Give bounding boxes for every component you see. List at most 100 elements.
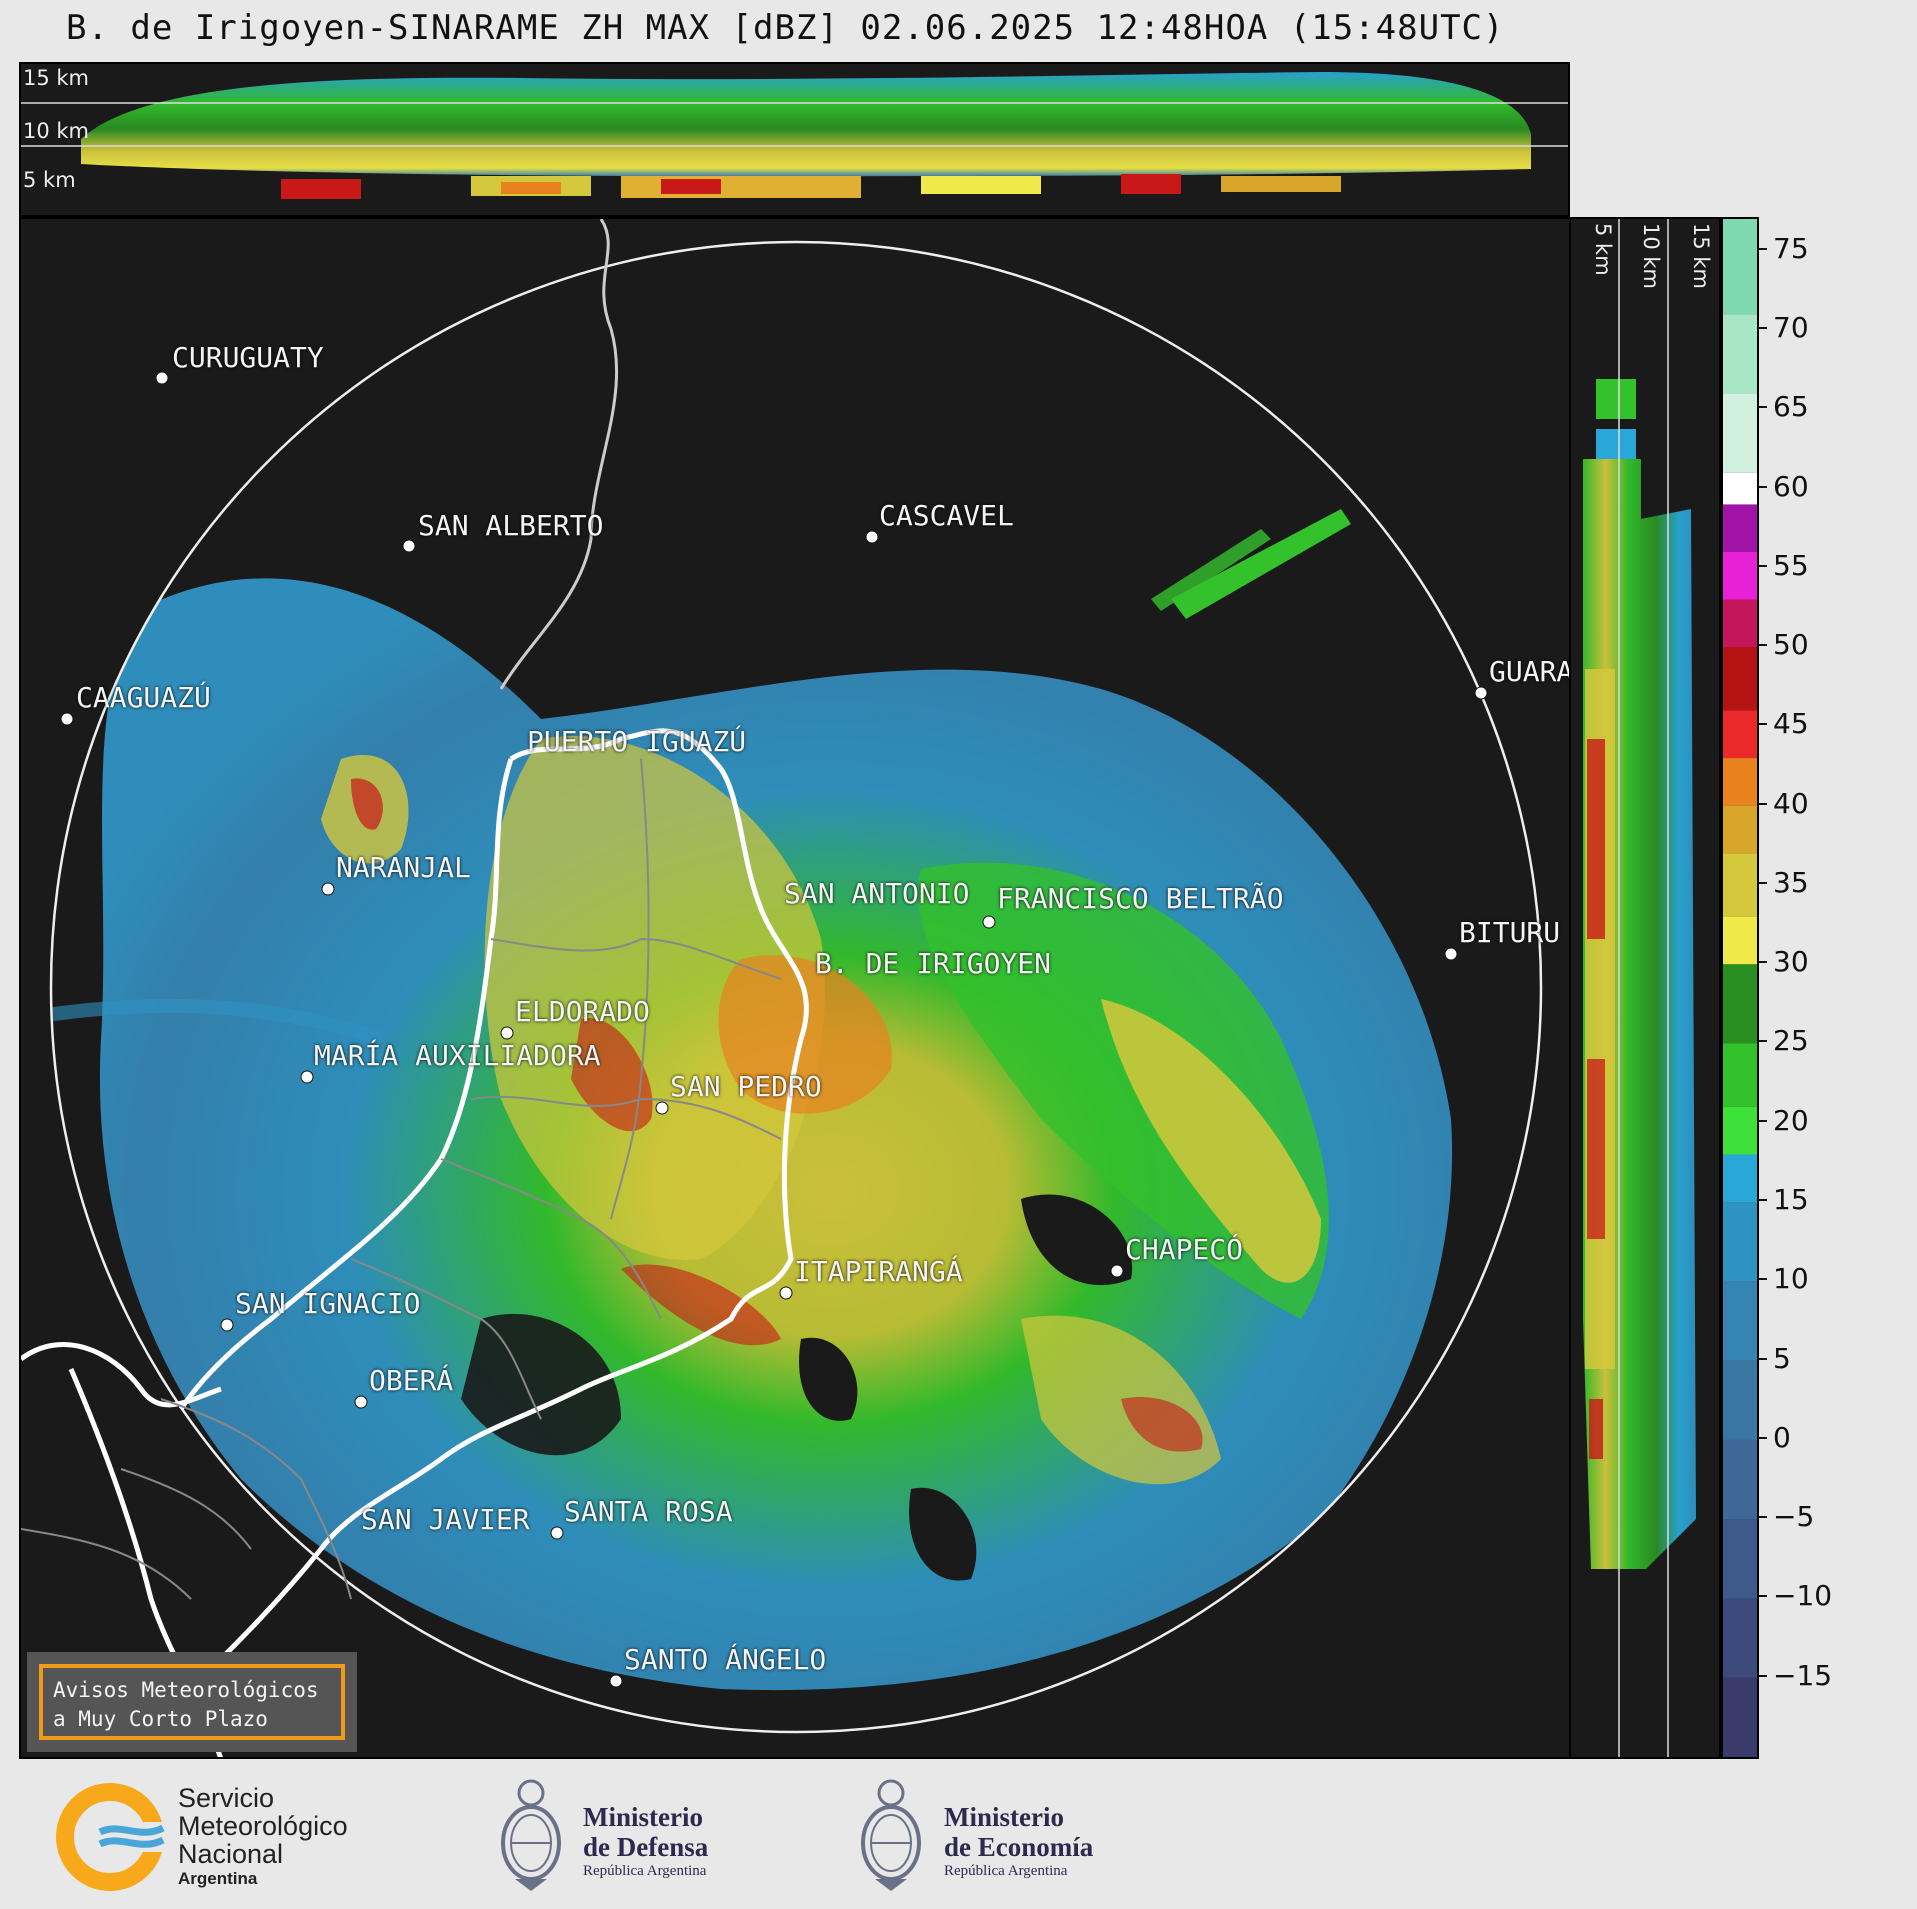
colorbar-segment: [1723, 710, 1757, 759]
alt-label-10km: 10 km: [23, 119, 90, 143]
colorbar-tick-label: 20: [1773, 1103, 1809, 1137]
colorbar-tick-label: 25: [1773, 1024, 1809, 1058]
colorbar-segment: [1723, 219, 1757, 315]
colorbar-tick-mark: [1759, 1119, 1767, 1122]
right-alt-label-15km: 15 km: [1689, 223, 1713, 290]
radar-range-ring: [49, 240, 1543, 1734]
economia-text: Ministerio de Economía República Argenti…: [944, 1802, 1093, 1880]
right-cross-section-svg: [1583, 219, 1696, 1757]
colorbar-tick-label: 50: [1773, 628, 1809, 662]
colorbar-tick-label: 70: [1773, 310, 1809, 344]
city-label-caaguazu: CAAGUAZÚ: [76, 681, 211, 714]
colorbar-tick-mark: [1759, 485, 1767, 488]
defensa-coat-of-arms: [495, 1775, 567, 1899]
colorbar-tick-mark: [1759, 1674, 1767, 1677]
colorbar-tick-mark: [1759, 723, 1767, 726]
colorbar-segment: [1723, 1043, 1757, 1107]
colorbar-tick-label: 45: [1773, 707, 1809, 741]
colorbar-segment: [1723, 1281, 1757, 1361]
colorbar-segment: [1723, 1439, 1757, 1520]
city-label-bituru: BITURU: [1459, 916, 1561, 949]
alt-label-15km: 15 km: [23, 66, 90, 90]
coat-of-arms-icon: [861, 1779, 921, 1891]
colorbar-tick-mark: [1759, 644, 1767, 647]
colorbar-tick-mark: [1759, 1595, 1767, 1598]
smn-line-2: Meteorológico: [178, 1811, 348, 1841]
right-alt-label-5km: 5 km: [1591, 223, 1615, 276]
city-label-obera: OBERÁ: [369, 1364, 454, 1397]
alt-label-5km: 5 km: [23, 168, 76, 192]
defensa-line-1: Ministerio: [583, 1802, 703, 1832]
colorbar-tick-mark: [1759, 1278, 1767, 1281]
colorbar-segment: [1723, 314, 1757, 394]
colorbar-segment: [1723, 393, 1757, 473]
economia-coat-of-arms: [855, 1775, 927, 1899]
colorbar-segment: [1723, 853, 1757, 917]
colorbar-tick-mark: [1759, 1436, 1767, 1439]
colorbar-segment: [1723, 916, 1757, 965]
alert-line-1: Avisos Meteorológicos: [53, 1678, 319, 1702]
colorbar-tick-mark: [1759, 881, 1767, 884]
right-alt-label-10km: 10 km: [1639, 223, 1663, 290]
top-reflectivity-cores: [281, 174, 1341, 199]
colorbar-tick-mark: [1759, 406, 1767, 409]
colorbar-segment: [1723, 1677, 1757, 1757]
city-label-san-alberto: SAN ALBERTO: [418, 509, 604, 542]
colorbar-tick-mark: [1759, 1516, 1767, 1519]
colorbar-segment: [1723, 504, 1757, 552]
colorbar-ticks: 75 70 65 60 55 50 45 40 35 30 25 20 15 10 5 0 −5 −10 −15: [1759, 217, 1909, 1759]
city-dots: [60, 371, 1488, 1688]
colorbar-tick-label: 30: [1773, 945, 1809, 979]
colorbar-tick-label: 15: [1773, 1183, 1809, 1217]
colorbar-tick-label: −5: [1773, 1500, 1815, 1534]
colorbar-tick-label: 5: [1773, 1341, 1791, 1375]
city-label-san-ignacio: SAN IGNACIO: [235, 1287, 421, 1320]
colorbar-segment: [1723, 1106, 1757, 1155]
economia-line-3: República Argentina: [944, 1863, 1068, 1879]
smn-text: Servicio Meteorológico Nacional Argentin…: [178, 1784, 348, 1890]
city-label-maria-auxiliadora: MARÍA AUXILIADORA: [314, 1039, 601, 1072]
defensa-text: Ministerio de Defensa República Argentin…: [583, 1802, 708, 1880]
colorbar-segment: [1723, 1360, 1757, 1440]
alert-box: Avisos Meteorológicos a Muy Corto Plazo: [27, 1652, 357, 1752]
colorbar-tick-label: 55: [1773, 548, 1809, 582]
map-title: B. de Irigoyen-SINARAME ZH MAX [dBZ] 02.…: [66, 8, 1505, 48]
colorbar-segment: [1723, 758, 1757, 806]
colorbar-segment: [1723, 1154, 1757, 1203]
colorbar-tick-label: −15: [1773, 1658, 1833, 1692]
top-cross-section-svg: [21, 72, 1568, 199]
smn-logo: [55, 1782, 173, 1896]
colorbar-segment: [1723, 551, 1757, 600]
colorbar-segment: [1723, 1202, 1757, 1282]
city-label-cascavel: CASCAVEL: [879, 499, 1014, 532]
colorbar-segment: [1723, 805, 1757, 854]
smn-logo-icon: [56, 1783, 173, 1891]
radar-map-svg: [21, 219, 1543, 1757]
smn-line-3: Nacional: [178, 1839, 284, 1869]
colorbar-tick-mark: [1759, 802, 1767, 805]
colorbar-segment: [1723, 472, 1757, 505]
city-label-san-antonio: SAN ANTONIO: [784, 877, 970, 910]
city-label-naranjal: NARANJAL: [336, 851, 471, 884]
city-label-eldorado: ELDORADO: [515, 995, 650, 1028]
city-label-francisco-beltrao: FRANCISCO BELTRÃO: [997, 882, 1284, 915]
colorbar-tick-mark: [1759, 1357, 1767, 1360]
smn-line-4: Argentina: [178, 1869, 258, 1888]
city-label-itapiranga: ITAPIRANGÁ: [794, 1255, 963, 1288]
colorbar-tick-label: 0: [1773, 1420, 1791, 1454]
city-label-guara: GUARA: [1489, 655, 1571, 688]
colorbar-segment: [1723, 964, 1757, 1044]
city-label-santo-angelo: SANTO ÁNGELO: [624, 1643, 827, 1676]
colorbar-tick-label: 60: [1773, 469, 1809, 503]
coat-of-arms-icon: [501, 1779, 561, 1891]
colorbar-svg: [1723, 219, 1757, 1757]
radar-map: CURUGUATY SAN ALBERTO CASCAVEL CAAGUAZÚ …: [19, 217, 1571, 1759]
city-label-b-de-irigoyen: B. DE IRIGOYEN: [815, 947, 1052, 980]
colorbar-segment: [1723, 599, 1757, 648]
alert-line-2: a Muy Corto Plazo: [53, 1707, 268, 1731]
smn-line-1: Servicio: [178, 1783, 275, 1813]
colorbar-tick-label: 40: [1773, 786, 1809, 820]
defensa-line-2: de Defensa: [583, 1832, 709, 1862]
colorbar-tick-label: 75: [1773, 231, 1809, 265]
city-label-san-pedro: SAN PEDRO: [670, 1070, 822, 1103]
